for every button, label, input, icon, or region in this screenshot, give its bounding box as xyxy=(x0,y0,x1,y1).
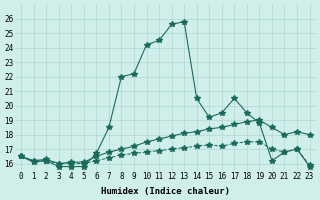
X-axis label: Humidex (Indice chaleur): Humidex (Indice chaleur) xyxy=(101,187,230,196)
